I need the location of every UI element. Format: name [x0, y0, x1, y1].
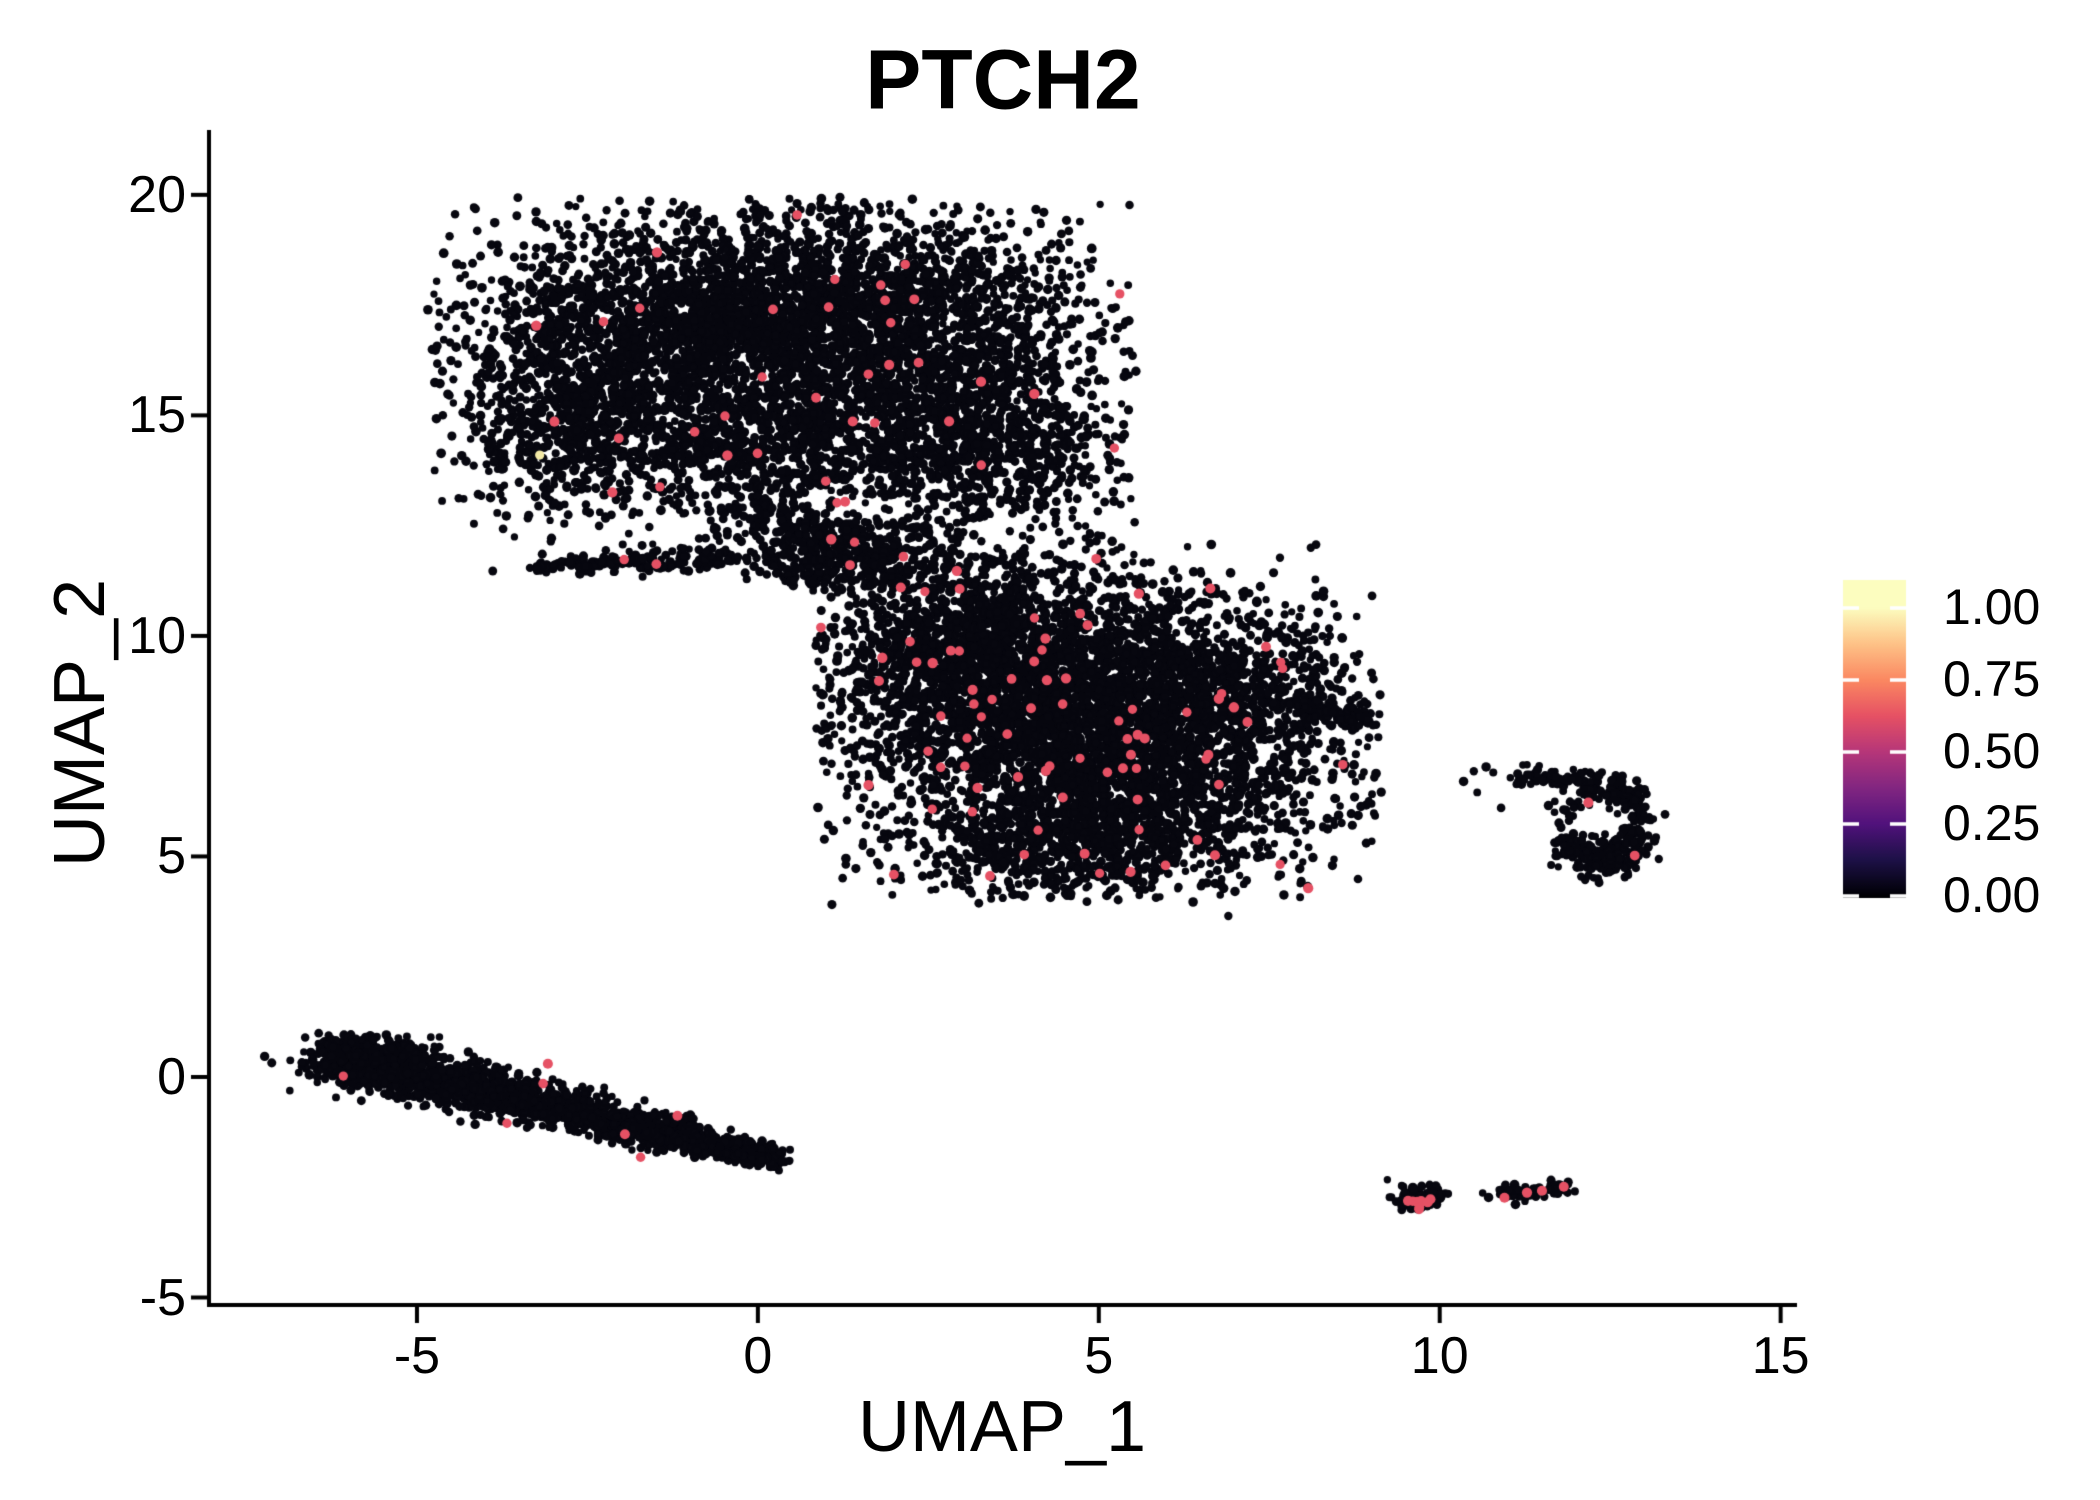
- y-tick-label-0: 0: [157, 1047, 186, 1106]
- x-tick-label-15: 15: [1751, 1327, 1810, 1385]
- colorbar-label-0.50: 0.50: [1943, 722, 2041, 779]
- colorbar-label-0.25: 0.25: [1943, 794, 2041, 851]
- x-tick-label-10: 10: [1410, 1327, 1469, 1385]
- x-tick-label-5: 5: [1084, 1327, 1114, 1385]
- y-tick-label-5: 5: [157, 827, 186, 886]
- x-tick-label-0: 0: [743, 1327, 773, 1385]
- colorbar-label-1.00: 1.00: [1943, 578, 2041, 635]
- y-tick-label--5: -5: [139, 1268, 186, 1327]
- colorbar-label-0.75: 0.75: [1943, 650, 2041, 707]
- y-tick-label-15: 15: [128, 386, 186, 445]
- x-axis-label: UMAP_1: [857, 1387, 1147, 1467]
- y-tick-label-20: 20: [128, 165, 186, 224]
- colorbar-gradient: [1843, 580, 1906, 898]
- x-tick-label--5: -5: [393, 1327, 441, 1385]
- y-tick-label-10: 10: [128, 606, 186, 665]
- plot-title: PTCH2: [865, 32, 1141, 127]
- colorbar-label-0.00: 0.00: [1943, 866, 2041, 923]
